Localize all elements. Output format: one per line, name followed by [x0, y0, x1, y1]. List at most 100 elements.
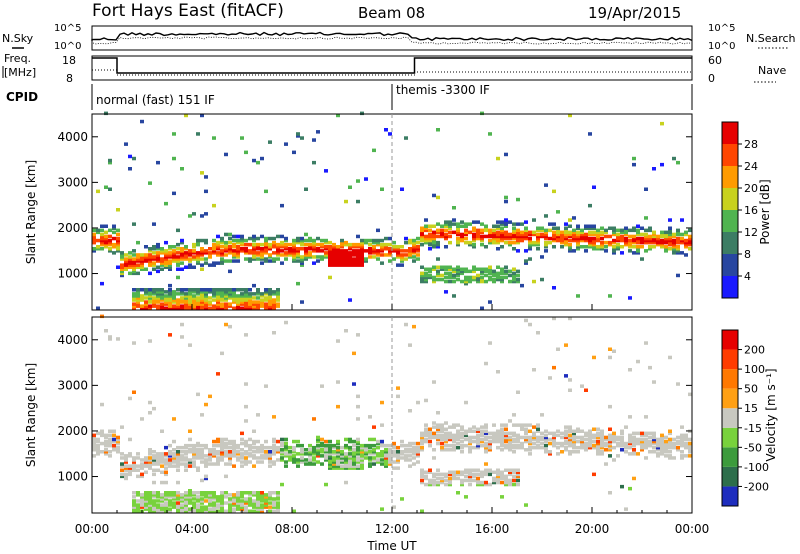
heatmap-cell	[544, 183, 548, 187]
heatmap-cell	[368, 462, 372, 466]
heatmap-cell	[276, 450, 280, 454]
heatmap-cell	[680, 232, 684, 237]
heatmap-cell	[248, 491, 252, 495]
heatmap-cell	[276, 302, 280, 306]
heatmap-cell	[208, 499, 212, 503]
heatmap-cell	[424, 439, 428, 444]
heatmap-cell	[268, 290, 272, 294]
heatmap-cell	[164, 253, 168, 257]
heatmap-cell	[656, 234, 660, 239]
heatmap-cell	[272, 306, 276, 310]
heatmap-cell	[228, 236, 232, 241]
heatmap-cell	[596, 452, 600, 456]
heatmap-cell	[448, 226, 452, 230]
heatmap-cell	[660, 445, 664, 450]
heatmap-cell	[600, 429, 604, 433]
heatmap-cell	[172, 253, 176, 257]
heatmap-cell	[276, 234, 280, 239]
heatmap-cell	[396, 386, 400, 390]
heatmap-cell	[580, 384, 584, 388]
heatmap-cell	[276, 288, 280, 292]
heatmap-cell	[308, 460, 312, 464]
heatmap-cell	[408, 253, 412, 257]
heatmap-cell	[240, 292, 244, 296]
heatmap-cell	[412, 452, 416, 456]
heatmap-cell	[252, 464, 256, 468]
heatmap-cell	[636, 441, 640, 446]
heatmap-cell	[204, 499, 208, 503]
heatmap-cell	[608, 242, 612, 247]
heatmap-cell	[360, 251, 364, 255]
heatmap-cell	[476, 228, 480, 233]
heatmap-cell	[144, 495, 148, 499]
heatmap-cell	[432, 425, 436, 429]
heatmap-cell	[92, 240, 96, 245]
heatmap-cell	[412, 245, 416, 249]
heatmap-cell	[676, 435, 680, 440]
heatmap-cell	[688, 392, 692, 397]
heatmap-cell	[564, 425, 568, 429]
heatmap-cell	[612, 433, 616, 438]
heatmap-cell	[292, 454, 296, 458]
heatmap-cell	[640, 238, 644, 243]
heatmap-cell	[568, 247, 572, 251]
heatmap-cell	[124, 468, 128, 472]
heatmap-cell	[284, 454, 288, 458]
heatmap-cell	[96, 452, 100, 456]
heatmap-cell	[284, 452, 288, 456]
heatmap-cell	[528, 257, 532, 261]
heatmap-cell	[204, 212, 208, 216]
heatmap-cell	[144, 257, 148, 261]
heatmap-cell	[304, 462, 308, 466]
heatmap-cell	[448, 220, 452, 224]
heatmap-cell	[632, 476, 636, 481]
heatmap-cell	[148, 261, 152, 265]
heatmap-cell	[396, 251, 400, 255]
colorbar-segment	[722, 122, 738, 144]
heatmap-cell	[368, 456, 372, 460]
heatmap-cell	[476, 236, 480, 241]
heatmap-cell	[632, 234, 636, 239]
heatmap-cell	[116, 238, 120, 243]
heatmap-cell	[312, 452, 316, 456]
heatmap-cell	[548, 431, 552, 436]
heatmap-cell	[432, 431, 436, 436]
freq-left-tick-bottom: 8	[66, 72, 73, 85]
heatmap-cell	[560, 232, 564, 237]
heatmap-cell	[348, 259, 352, 263]
heatmap-cell	[496, 433, 500, 438]
heatmap-cell	[236, 450, 240, 454]
heatmap-cell	[212, 245, 216, 249]
heatmap-cell	[356, 452, 360, 456]
colorbar-tick-label: 28	[744, 138, 758, 151]
heatmap-cell	[640, 443, 644, 448]
heatmap-cell	[408, 247, 412, 251]
heatmap-cell	[212, 249, 216, 253]
heatmap-cell	[260, 292, 264, 296]
heatmap-cell	[300, 458, 304, 462]
heatmap-cell	[492, 273, 496, 278]
heatmap-cell	[180, 288, 184, 292]
heatmap-cell	[504, 199, 508, 204]
heatmap-cell	[684, 238, 688, 243]
heatmap-cell	[436, 228, 440, 233]
heatmap-cell	[252, 501, 256, 505]
heatmap-cell	[176, 298, 180, 302]
heatmap-cell	[672, 156, 676, 161]
heatmap-cell	[424, 238, 428, 243]
heatmap-cell	[168, 302, 172, 306]
heatmap-cell	[640, 257, 644, 261]
heatmap-cell	[664, 249, 668, 253]
heatmap-cell	[500, 480, 504, 485]
heatmap-cell	[236, 302, 240, 306]
colorbar-tick-label: -100	[744, 461, 769, 474]
heatmap-cell	[568, 245, 572, 249]
heatmap-cell	[528, 238, 532, 243]
heatmap-cell	[672, 232, 676, 237]
heatmap-cell	[244, 150, 248, 155]
heatmap-cell	[452, 445, 456, 450]
heatmap-cell	[384, 464, 388, 468]
freq-label-line2: [MHz]	[4, 66, 36, 79]
heatmap-cell	[372, 249, 376, 253]
heatmap-cell	[564, 226, 568, 230]
